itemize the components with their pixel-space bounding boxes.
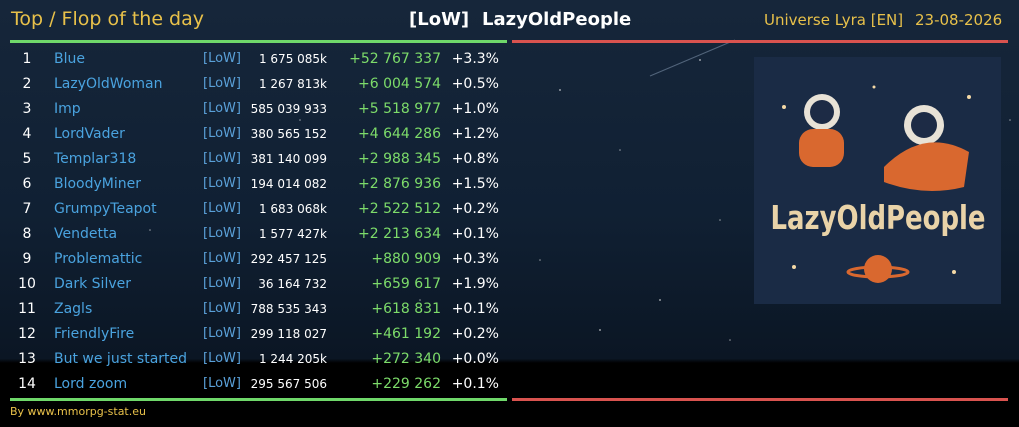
player-name[interactable]: Templar318 [54, 151, 137, 167]
rank: 9 [22, 251, 32, 267]
alliance-tag: [LoW] [203, 276, 241, 291]
rank: 14 [18, 376, 36, 392]
gain: +6 004 574 [358, 76, 441, 92]
rank: 1 [22, 51, 32, 67]
percent: +0.2% [451, 201, 499, 217]
gain: +880 909 [371, 251, 441, 267]
rank: 6 [22, 176, 32, 192]
divider [10, 40, 507, 43]
rank: 13 [18, 351, 36, 367]
date: 23-08-2026 [915, 11, 1003, 29]
percent: +0.1% [451, 226, 499, 242]
player-name[interactable]: GrumpyTeapot [54, 201, 157, 217]
points: 295 567 506 [250, 377, 327, 391]
percent: +0.1% [451, 376, 499, 392]
logo-art: LazyOldPeople [771, 85, 986, 283]
alliance-tag: [LoW] [203, 251, 241, 266]
gain: +461 192 [371, 326, 441, 342]
alliance-tag: [LoW] [203, 126, 241, 141]
player-name[interactable]: Problemattic [54, 251, 143, 267]
player-name[interactable]: BloodyMiner [54, 176, 142, 192]
rank: 11 [18, 301, 36, 317]
points: 585 039 933 [250, 102, 327, 116]
percent: +0.8% [451, 151, 499, 167]
gain: +2 988 345 [358, 151, 441, 167]
player-name[interactable]: Imp [54, 101, 81, 117]
rank: 12 [18, 326, 36, 342]
alliance-tag: [LoW] [203, 151, 241, 166]
universe: Universe Lyra [EN] [764, 11, 904, 29]
divider [512, 398, 1008, 401]
title: Top / Flop of the day [11, 8, 204, 30]
percent: +0.2% [451, 326, 499, 342]
percent: +0.3% [451, 251, 499, 267]
points: 1 267 813k [258, 77, 327, 91]
player-name[interactable]: LordVader [54, 126, 125, 142]
rank: 10 [18, 276, 36, 292]
points: 1 675 085k [258, 52, 327, 66]
alliance-tag: [LoW] [203, 101, 241, 116]
points: 292 457 125 [250, 252, 327, 266]
alliance-tag: [LoW] [203, 326, 241, 341]
alliance-tag: [LoW] [203, 351, 241, 366]
points: 380 565 152 [250, 127, 327, 141]
rank: 2 [22, 76, 32, 92]
player-name[interactable]: Lord zoom [54, 376, 128, 392]
player-name[interactable]: Vendetta [54, 226, 118, 242]
points: 36 164 732 [258, 277, 327, 291]
divider [512, 40, 1008, 43]
logo: LazyOldPeople [754, 57, 1001, 304]
percent: +1.0% [451, 101, 499, 117]
points: 1 683 068k [258, 202, 327, 216]
rank: 7 [22, 201, 32, 217]
percent: +0.0% [451, 351, 499, 367]
points: 1 244 205k [258, 352, 327, 366]
percent: +0.1% [451, 301, 499, 317]
percent: +1.9% [451, 276, 499, 292]
alliance-tag: [LoW] [203, 76, 241, 91]
divider [10, 398, 507, 401]
percent: +3.3% [451, 51, 499, 67]
alliance-tag: [LoW] [203, 176, 241, 191]
logo-text: LazyOldPeople [771, 198, 986, 237]
player-name[interactable]: FriendlyFire [54, 326, 135, 342]
rank: 5 [22, 151, 32, 167]
gain: +272 340 [371, 351, 441, 367]
rank: 8 [22, 226, 32, 242]
points: 1 577 427k [258, 227, 327, 241]
gain: +618 831 [371, 301, 441, 317]
points: 299 118 027 [250, 327, 327, 341]
rank: 3 [22, 101, 32, 117]
alliance-tag: [LoW] [203, 226, 241, 241]
alliance-name: LazyOldPeople [482, 9, 632, 30]
points: 381 140 099 [250, 152, 327, 166]
gain: +4 644 286 [358, 126, 441, 142]
player-name[interactable]: Blue [54, 51, 85, 67]
alliance-tag: [LoW] [409, 9, 470, 30]
alliance-tag: [LoW] [203, 51, 241, 66]
percent: +1.2% [451, 126, 499, 142]
player-name[interactable]: LazyOldWoman [54, 76, 163, 92]
points: 194 014 082 [250, 177, 327, 191]
alliance-tag: [LoW] [203, 301, 241, 316]
percent: +0.5% [451, 76, 499, 92]
gain: +2 522 512 [358, 201, 441, 217]
gain: +5 518 977 [358, 101, 441, 117]
gain: +52 767 337 [349, 51, 441, 67]
gain: +229 262 [371, 376, 441, 392]
points: 788 535 343 [250, 302, 327, 316]
gain: +659 617 [371, 276, 441, 292]
alliance-tag: [LoW] [203, 201, 241, 216]
gain: +2 213 634 [358, 226, 441, 242]
alliance-tag: [LoW] [203, 376, 241, 391]
credit: By www.mmorpg-stat.eu [10, 405, 146, 418]
percent: +1.5% [451, 176, 499, 192]
rank: 4 [22, 126, 32, 142]
player-name[interactable]: But we just started [54, 351, 188, 367]
player-name[interactable]: Zagls [54, 301, 93, 317]
player-name[interactable]: Dark Silver [54, 276, 131, 292]
gain: +2 876 936 [358, 176, 441, 192]
